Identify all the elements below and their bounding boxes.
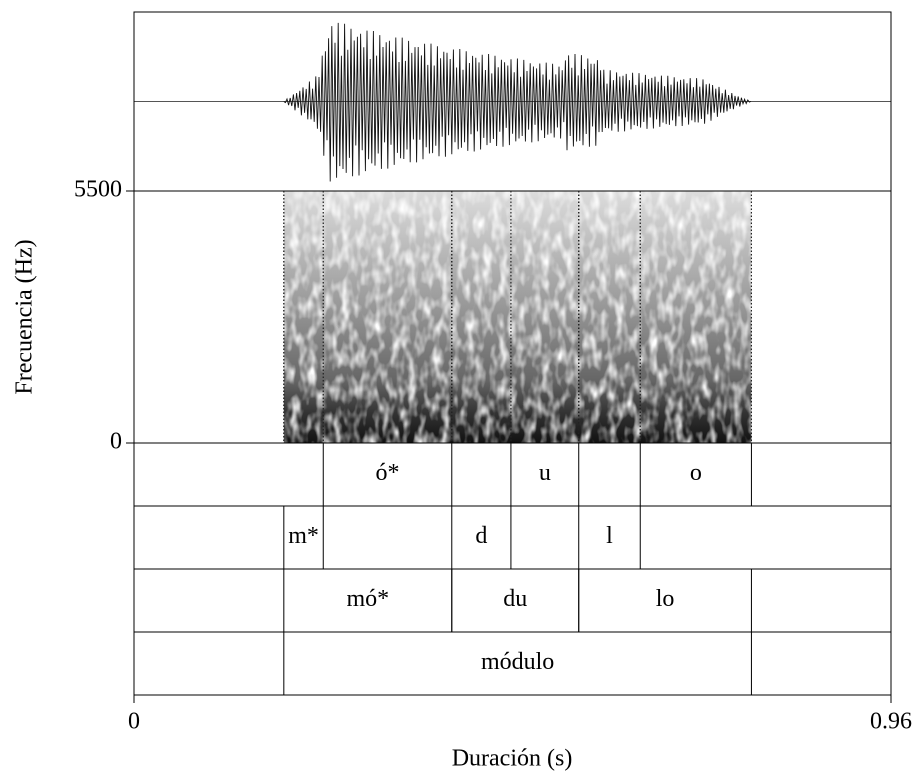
interval-label: mó* [346,586,389,612]
y-tick-label: 5500 [74,177,122,203]
interval-label: ó* [376,460,400,486]
interval-label: du [503,586,527,612]
plot: ó* u o m* d l mó* du lo módulo 0 5500 0 0.96 [74,12,912,735]
spectrogram-noise [284,191,752,443]
interval-label: o [690,460,702,486]
interval-label: l [606,523,613,549]
x-tick-label: 0 [128,709,140,735]
figure: ó* u o m* d l mó* du lo módulo 0 5500 0 0.96 Duración… [0,0,922,776]
interval-label: u [539,460,551,486]
waveform [284,23,751,182]
interval-label: m* [288,523,319,549]
x-tick-label: 0.96 [870,709,912,735]
interval-label: lo [656,586,675,612]
y-axis-label: Frecuencia (Hz) [12,239,38,394]
tier-frame [134,506,891,569]
y-tick-label: 0 [110,429,122,455]
x-axis-label: Duración (s) [452,746,573,772]
interval-label: d [475,523,487,549]
interval-label: módulo [481,649,554,675]
tier-frame [134,443,891,506]
